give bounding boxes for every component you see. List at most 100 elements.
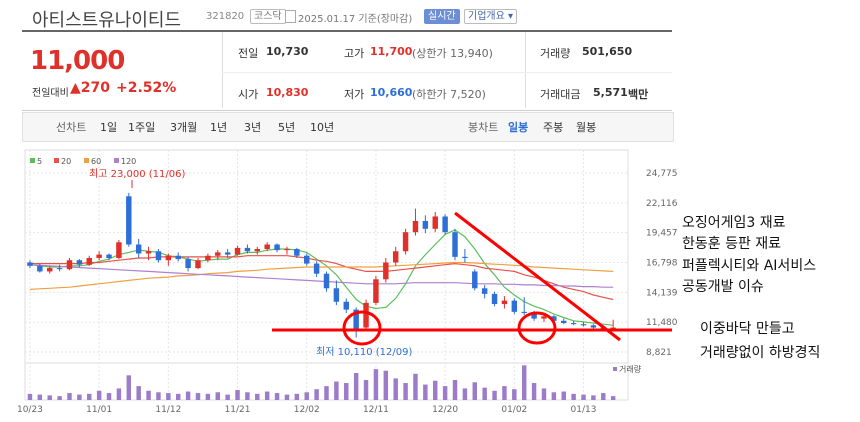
candle-body (501, 300, 508, 304)
candle-body (274, 244, 280, 251)
candle-body (402, 232, 409, 252)
candle-body (284, 249, 290, 251)
tab[interactable]: 주봉 (543, 121, 564, 134)
stock-name: 아티스트유나이티드 (32, 10, 182, 31)
separator (525, 32, 526, 108)
quote-value: 10,730 (266, 45, 309, 58)
candle-body (590, 325, 597, 328)
candle-body (452, 232, 458, 257)
candle-body (27, 262, 33, 266)
candle-body (234, 247, 241, 255)
tab[interactable]: 3개월 (170, 121, 198, 134)
candle-body (580, 324, 587, 326)
volume-bar (274, 393, 280, 400)
volume-bar (383, 370, 389, 400)
y-tick-label: 8,821 (646, 348, 672, 358)
legend-swatch (114, 158, 119, 163)
quote-label: 고가 (344, 47, 365, 60)
candle-body (205, 255, 211, 261)
legend-label: 20 (61, 157, 71, 166)
volume-bar (413, 373, 418, 400)
volume-bar (373, 369, 379, 400)
volume-bar (492, 390, 497, 400)
x-tick-label: 12/20 (432, 405, 458, 415)
x-tick-label: 01/13 (571, 405, 597, 415)
volume-bar (462, 388, 468, 400)
candle-body (106, 254, 112, 258)
candle-body (304, 255, 310, 264)
tab[interactable]: 월봉 (576, 121, 597, 134)
separator (222, 32, 223, 108)
high-note: 최고 23,000 (11/06) (89, 168, 185, 180)
volume-bar (591, 395, 596, 400)
current-price: 11,000 (30, 46, 125, 76)
x-tick-label: 10/23 (17, 405, 43, 415)
volume-bar (106, 393, 112, 400)
tab[interactable]: 일봉 (508, 121, 529, 134)
volume-bar (156, 392, 161, 400)
candle-body (363, 302, 369, 328)
candle-body (244, 247, 251, 252)
candle-body (353, 309, 359, 329)
volume-bar (561, 391, 566, 400)
x-tick-label: 12/11 (363, 405, 389, 415)
volume-bar (294, 393, 300, 400)
tab[interactable]: 선차트 (56, 121, 87, 134)
candle-body (373, 279, 379, 303)
tab[interactable]: 5년 (278, 121, 296, 134)
company-info-button[interactable]: 기업개요 ▾ (464, 9, 517, 24)
tab[interactable]: 봉차트 (468, 121, 499, 134)
volume-bar (521, 365, 527, 400)
y-tick-label: 11,480 (646, 318, 678, 328)
annotation: 거래량없이 하방경직 (700, 345, 820, 361)
volume-bar (512, 389, 517, 400)
change-label: 전일대비 (32, 88, 69, 99)
quote-value: 501,650 (582, 45, 633, 58)
tab[interactable]: 1주일 (128, 121, 156, 134)
low-note: 최저 10,110 (12/09) (316, 346, 412, 358)
tab[interactable]: 10년 (310, 121, 335, 134)
quote-value: 5,571 (593, 86, 628, 99)
volume-bar (353, 373, 359, 400)
annotation: 공동개발 이슈 (682, 279, 764, 295)
candle-body (56, 268, 63, 270)
annotation: 이중바닥 만들고 (700, 321, 795, 337)
legend-swatch (30, 158, 35, 163)
volume-bar (126, 375, 132, 400)
volume-bar (205, 393, 211, 400)
candle-body (185, 259, 191, 269)
candle-body (76, 260, 83, 265)
volume-bar (433, 380, 438, 400)
candle-body (224, 252, 231, 255)
legend-label: 5 (37, 157, 42, 166)
x-tick-label: 11/21 (225, 405, 251, 415)
volume-bar (255, 393, 260, 400)
quote-note: (하한가 7,520) (412, 88, 486, 101)
quote-value: 11,700 (370, 45, 413, 58)
volume-bar (116, 388, 122, 400)
change: ▲270 (70, 80, 110, 96)
candle-body (561, 320, 567, 324)
realtime-button[interactable]: 실시간 (424, 9, 460, 24)
volume-bar (334, 381, 339, 400)
tab[interactable]: 3년 (244, 121, 262, 134)
moving-average (29, 264, 614, 288)
candle-body (422, 220, 429, 229)
x-tick-label: 11/12 (155, 405, 181, 415)
volume-bar (344, 383, 349, 400)
legend-label: 120 (121, 157, 136, 166)
moving-average (29, 255, 614, 301)
candle-body (126, 196, 132, 245)
candle-body (145, 251, 152, 254)
candle-body (264, 244, 270, 250)
candle-body (96, 254, 102, 258)
volume-bar (531, 383, 537, 400)
tab-bar (22, 112, 674, 142)
candle-body (116, 242, 122, 258)
volume-bar (571, 393, 576, 400)
tab[interactable]: 1년 (210, 121, 228, 134)
volume-bar (601, 393, 606, 400)
candle-body (254, 249, 261, 252)
tab[interactable]: 1일 (100, 121, 118, 134)
candle-body (313, 263, 320, 274)
